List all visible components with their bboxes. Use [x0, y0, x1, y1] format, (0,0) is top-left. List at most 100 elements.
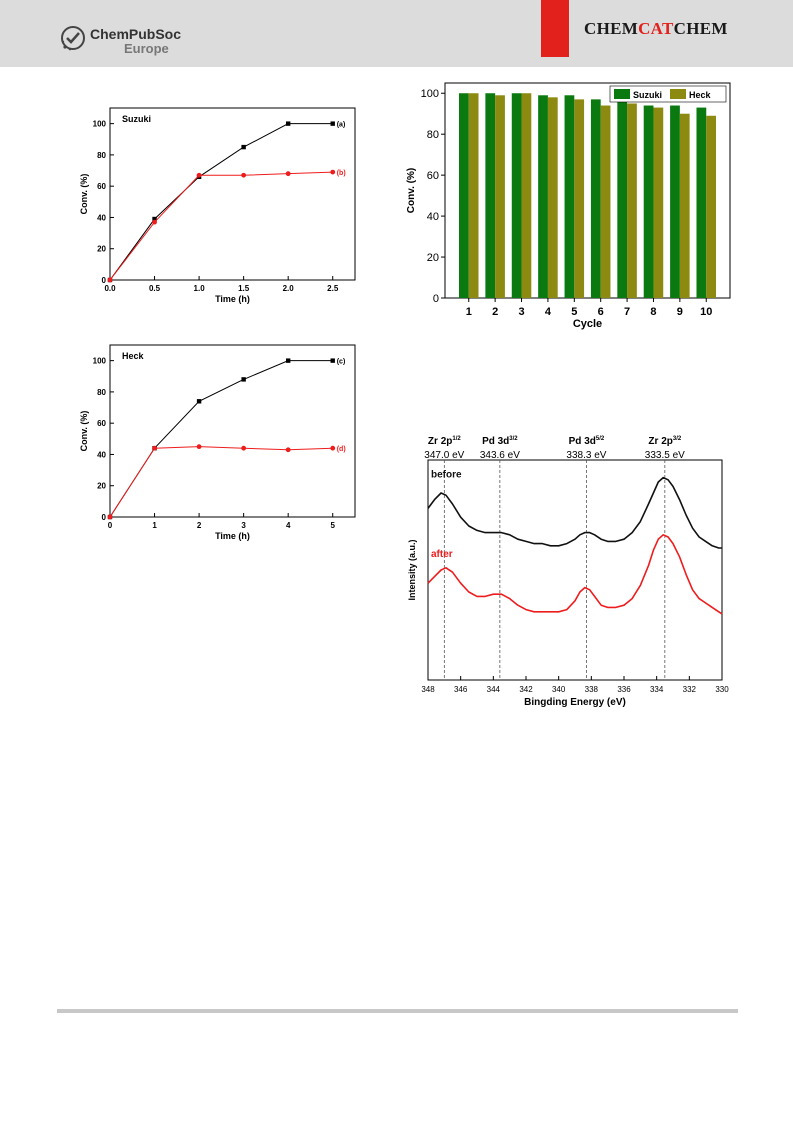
- y-tick-label: 0: [102, 513, 107, 522]
- bar: [468, 93, 479, 298]
- plot-frame: [109, 344, 356, 518]
- publisher-region: Europe: [124, 41, 169, 56]
- peak-label-name: Pd 3d: [482, 436, 509, 447]
- x-tick-label: 2: [197, 521, 202, 530]
- bar: [627, 103, 637, 298]
- data-point: [285, 121, 291, 126]
- peak-energy-label: 347.0 eV: [424, 450, 464, 461]
- legend-swatch: [670, 89, 686, 99]
- x-tick-label: 348: [421, 685, 435, 694]
- data-point: [241, 144, 246, 150]
- data-point: [330, 169, 336, 175]
- bar: [511, 93, 522, 298]
- legend-box: [609, 85, 727, 103]
- chart-title: Suzuki: [122, 114, 151, 124]
- data-point: [330, 121, 335, 126]
- y-tick-label: 40: [427, 211, 439, 223]
- x-tick-label: 0.0: [104, 284, 116, 293]
- bar: [574, 99, 585, 298]
- data-point: [107, 514, 113, 520]
- x-tick-label: 0: [108, 521, 113, 530]
- bar: [547, 97, 558, 298]
- legend-label: Heck: [689, 90, 712, 100]
- y-tick-label: 80: [97, 388, 106, 397]
- bar: [653, 107, 664, 298]
- x-axis-label: Bingding Energy (eV): [524, 697, 626, 708]
- bar: [600, 105, 611, 299]
- peak-label-name: Zr 2p: [428, 436, 452, 447]
- x-axis-label: Cycle: [573, 318, 602, 330]
- bar: [485, 93, 496, 298]
- page-header: ChemPubSoc Europe CHEMCATCHEM: [0, 0, 793, 67]
- peak-energy-label: 343.6 eV: [480, 450, 520, 461]
- peak-energy-label: 338.3 eV: [566, 450, 606, 461]
- peak-label-name: Zr 2p: [648, 436, 672, 447]
- chart-title: Heck: [122, 351, 145, 361]
- bar: [696, 107, 707, 298]
- x-tick-label: 338: [585, 685, 599, 694]
- data-point: [152, 445, 157, 451]
- x-tick-label: 7: [624, 306, 630, 318]
- y-tick-label: 60: [97, 182, 106, 191]
- y-tick-label: 20: [97, 245, 106, 254]
- y-axis-label: Intensity (a.u.): [407, 539, 417, 600]
- x-tick-label: 4: [545, 306, 552, 318]
- x-axis-label: Time (h): [215, 294, 250, 304]
- peak-label-sup: 3/2: [673, 436, 682, 442]
- y-tick-label: 100: [421, 88, 439, 100]
- y-tick-label: 0: [102, 276, 107, 285]
- footer-divider: [57, 1009, 738, 1013]
- x-tick-label: 3: [518, 306, 524, 318]
- y-tick-label: 40: [97, 213, 106, 222]
- bar: [670, 105, 680, 299]
- plot-frame: [109, 107, 356, 281]
- x-tick-label: 1.5: [238, 284, 250, 293]
- legend-swatch: [614, 89, 630, 99]
- y-tick-label: 20: [427, 252, 439, 264]
- peak-label-sup: 3/2: [509, 436, 518, 442]
- x-tick-label: 342: [519, 685, 533, 694]
- x-tick-label: 6: [598, 306, 604, 318]
- x-tick-label: 9: [677, 306, 683, 318]
- series-line: [109, 360, 333, 518]
- series-label: (c): [337, 359, 346, 366]
- series-label: (b): [337, 170, 346, 177]
- x-tick-label: 334: [650, 685, 664, 694]
- peak-label: Zr 2p3/2: [648, 436, 681, 447]
- x-tick-label: 5: [331, 521, 336, 530]
- y-axis-label: Conv. (%): [406, 168, 417, 213]
- data-point: [330, 358, 335, 363]
- journal-title-part2: CAT: [638, 19, 674, 38]
- chempubsoc-logo-icon: [61, 26, 85, 51]
- suzuki-conversion-chart: 0 20 40 60 80 100 0.0 0.5 1.0 1.5 2.0 2.5 Time (h) Co…: [79, 107, 356, 304]
- publisher-name: ChemPubSoc: [90, 26, 182, 42]
- series-line: [109, 123, 333, 281]
- y-tick-label: 40: [97, 450, 106, 459]
- x-tick-label: 1: [466, 306, 472, 318]
- x-tick-label: 10: [700, 306, 712, 318]
- y-axis-label: Conv. (%): [79, 174, 89, 215]
- x-tick-label: 2: [492, 306, 498, 318]
- peak-label: Zr 2p1/2: [428, 436, 461, 447]
- plot-frame: [427, 459, 723, 681]
- series-label: (d): [337, 446, 346, 453]
- series-line: [109, 446, 333, 518]
- data-point: [196, 444, 202, 450]
- x-tick-label: 1.0: [194, 284, 206, 293]
- journal-title-part3: CHEM: [673, 19, 728, 38]
- y-tick-label: 100: [93, 120, 107, 129]
- x-tick-label: 332: [683, 685, 697, 694]
- data-point: [241, 377, 246, 382]
- x-tick-label: 1: [152, 521, 157, 530]
- bar: [590, 99, 601, 298]
- data-point: [152, 219, 157, 225]
- series-label: before: [431, 470, 462, 481]
- x-tick-label: 2.5: [327, 284, 339, 293]
- y-tick-label: 60: [97, 419, 106, 428]
- plot-frame: [444, 82, 731, 299]
- peak-energy-label: 333.5 eV: [645, 450, 685, 461]
- x-axis-label: Time (h): [215, 531, 250, 541]
- data-point: [285, 171, 291, 177]
- legend-label: Suzuki: [633, 90, 662, 100]
- x-tick-label: 2.0: [283, 284, 295, 293]
